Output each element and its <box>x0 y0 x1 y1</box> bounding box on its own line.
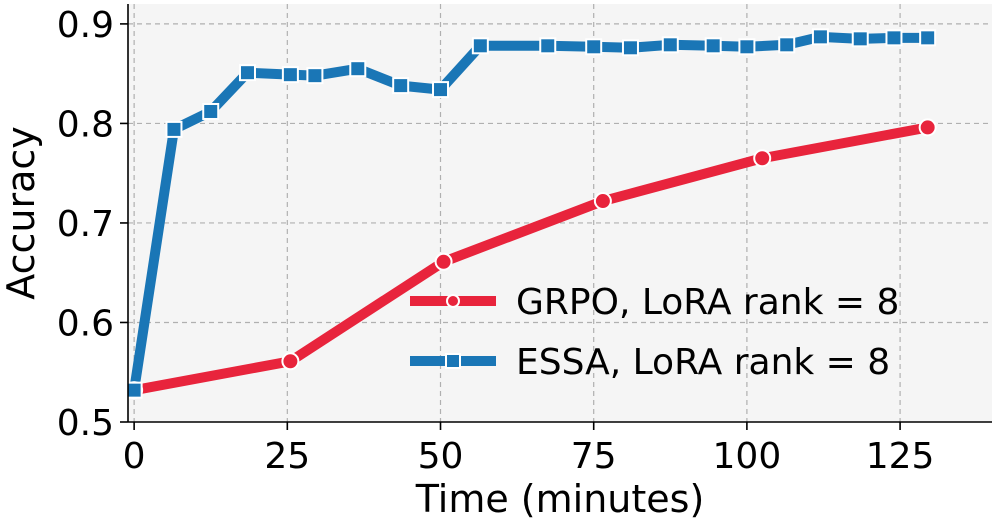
data-point-1 <box>125 381 143 399</box>
grid <box>128 4 992 422</box>
data-point-1 <box>621 39 639 57</box>
data-point-1 <box>165 120 183 138</box>
legend-marker-grpo <box>446 294 460 308</box>
data-point-1 <box>704 37 722 55</box>
x-tick-label: 75 <box>571 436 617 477</box>
legend-label-grpo: GRPO, LoRA rank = 8 <box>516 282 899 323</box>
data-point-1 <box>471 37 489 55</box>
y-tick-label: 0.8 <box>57 104 114 145</box>
data-point-1 <box>585 38 603 56</box>
series-line-0 <box>129 122 933 396</box>
data-point-1 <box>432 81 450 99</box>
y-tick-label: 0.7 <box>57 204 114 245</box>
x-tick-label: 100 <box>713 436 782 477</box>
data-point-1 <box>811 28 829 46</box>
y-tick-label: 0.6 <box>57 303 114 344</box>
data-point-1 <box>851 30 869 48</box>
series-layer <box>125 28 937 400</box>
x-axis-label: Time (minutes) <box>415 477 705 521</box>
data-point-0 <box>434 252 453 271</box>
x-tick-label: 50 <box>418 436 464 477</box>
legend-marker-essa <box>445 353 461 369</box>
data-point-1 <box>738 38 756 56</box>
data-point-1 <box>238 64 256 82</box>
data-point-1 <box>661 36 679 54</box>
x-tick-label: 25 <box>264 436 310 477</box>
data-point-1 <box>539 37 557 55</box>
x-tick-label: 0 <box>123 436 146 477</box>
legend-label-essa: ESSA, LoRA rank = 8 <box>516 342 890 383</box>
y-axis-label: Accuracy <box>0 126 43 300</box>
ticks: 0.5 0.6 0.7 0.8 0.9 0 25 50 75 100 125 <box>57 5 935 477</box>
data-point-0 <box>281 352 300 371</box>
y-tick-label: 0.9 <box>57 5 114 46</box>
data-point-1 <box>778 36 796 54</box>
data-point-0 <box>753 149 772 168</box>
data-point-1 <box>202 102 220 120</box>
data-point-1 <box>392 77 410 95</box>
data-point-0 <box>593 192 612 211</box>
y-tick-label: 0.5 <box>57 403 114 444</box>
data-point-1 <box>281 66 299 84</box>
legend: GRPO, LoRA rank = 8 ESSA, LoRA rank = 8 <box>410 282 899 383</box>
data-point-1 <box>306 67 324 85</box>
data-point-0 <box>918 118 937 137</box>
data-point-1 <box>885 29 903 47</box>
x-tick-label: 125 <box>866 436 935 477</box>
data-point-1 <box>919 29 937 47</box>
data-point-1 <box>349 60 367 78</box>
